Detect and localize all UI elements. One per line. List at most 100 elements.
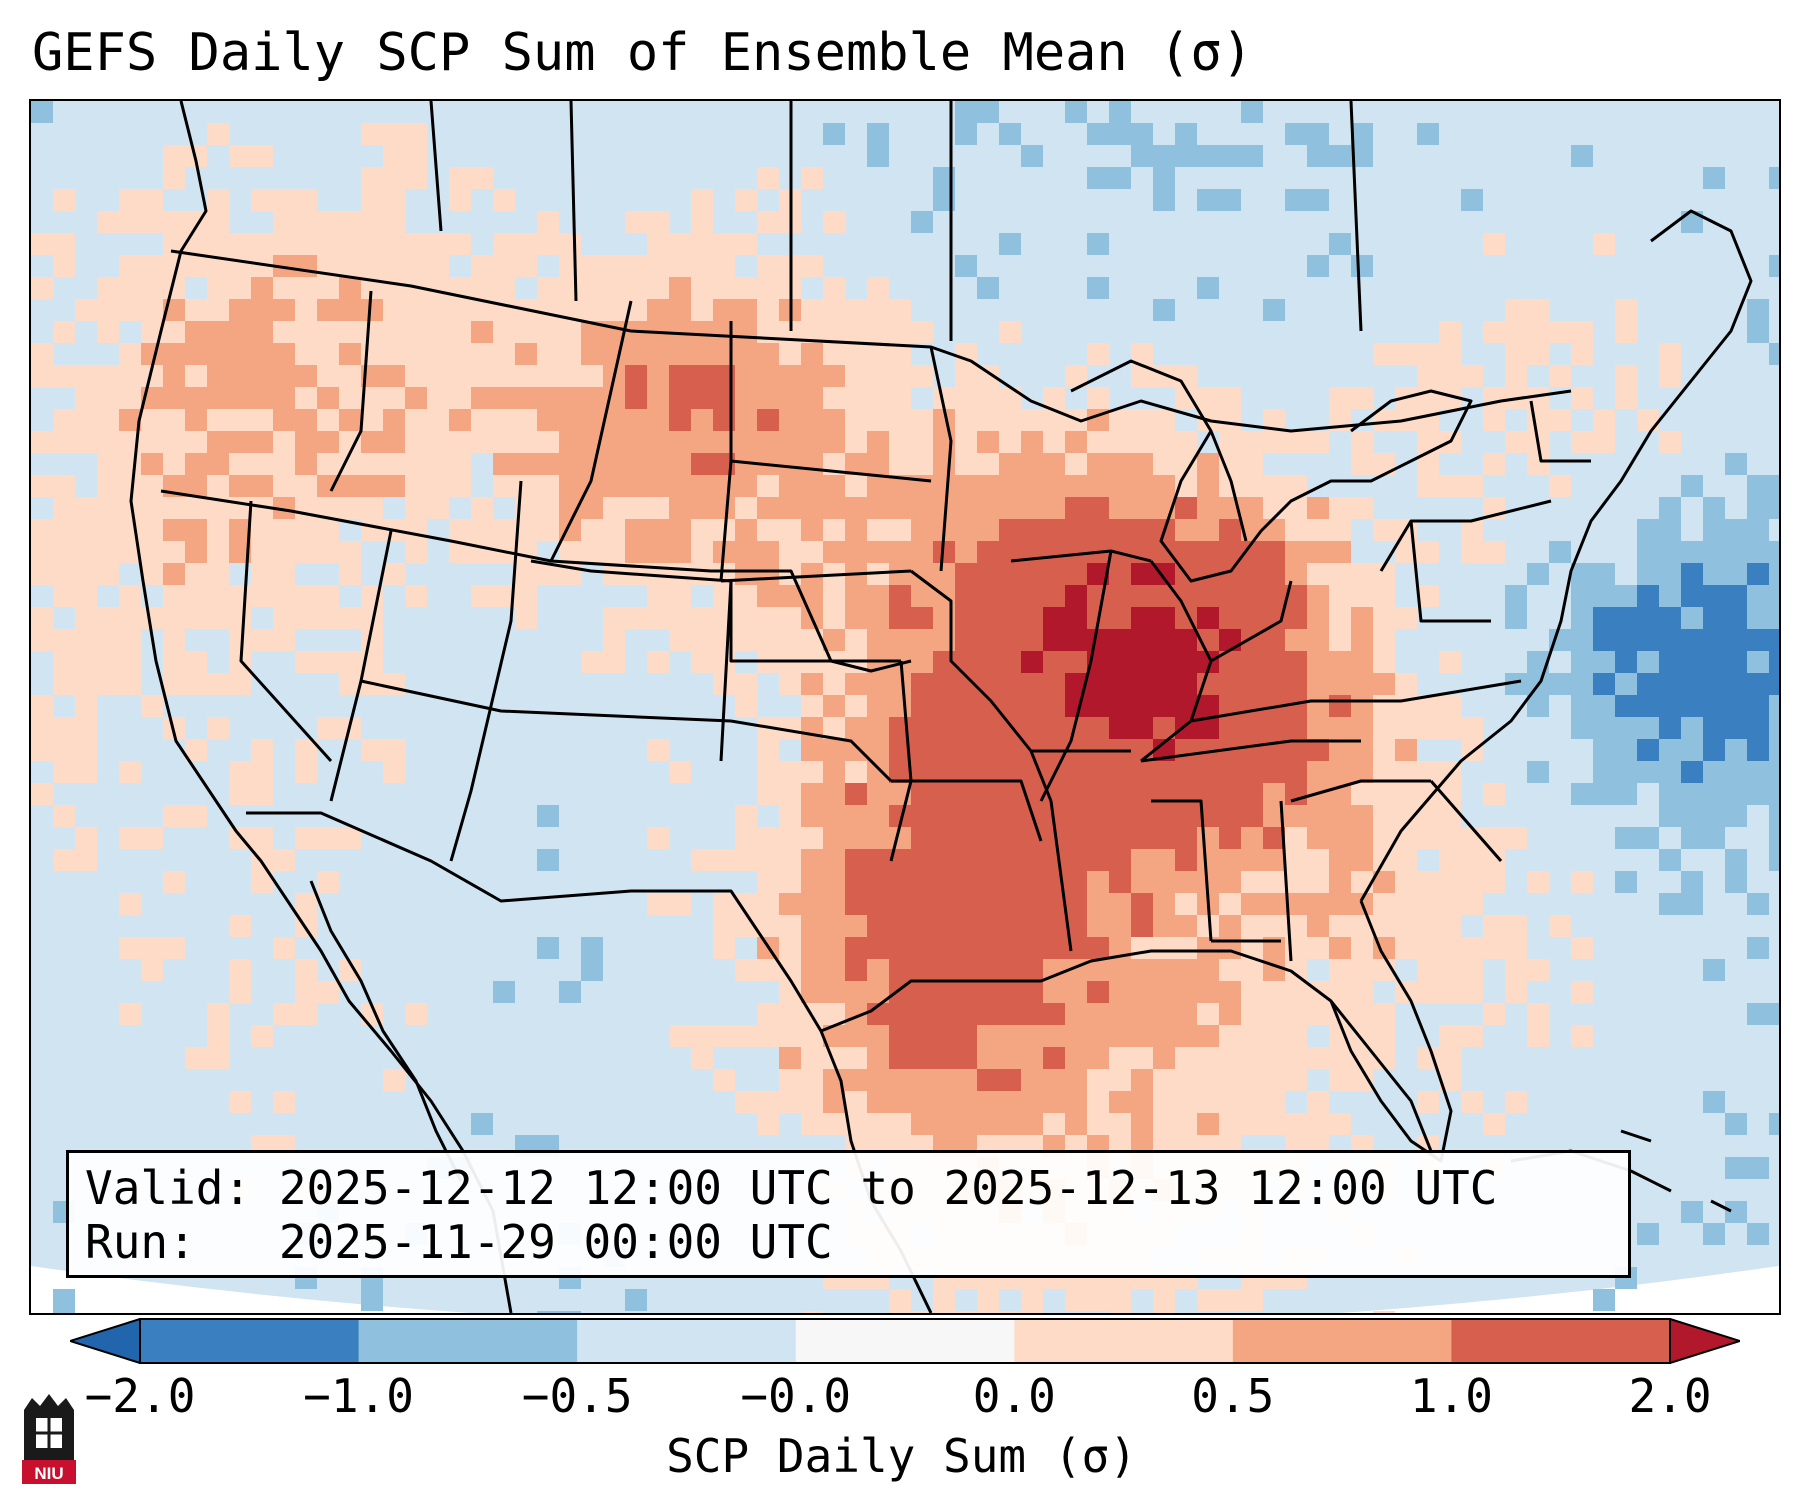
heatmap-cell	[1681, 673, 1703, 695]
heatmap-cell	[185, 343, 207, 365]
heatmap-cell	[889, 1113, 911, 1135]
heatmap-cell	[119, 827, 141, 849]
heatmap-cell	[1065, 717, 1087, 739]
heatmap-cell	[779, 717, 801, 739]
heatmap-cell	[999, 233, 1021, 255]
heatmap-cell	[1241, 431, 1263, 453]
heatmap-cell	[1351, 805, 1373, 827]
heatmap-cell	[911, 915, 933, 937]
heatmap-cell	[1043, 695, 1065, 717]
heatmap-cell	[97, 651, 119, 673]
heatmap-cell	[1725, 541, 1747, 563]
heatmap-cell	[1373, 563, 1395, 585]
heatmap-cell	[581, 959, 603, 981]
heatmap-cell	[647, 497, 669, 519]
heatmap-cell	[1109, 893, 1131, 915]
heatmap-cell	[999, 431, 1021, 453]
heatmap-cell	[1747, 739, 1769, 761]
heatmap-cell	[1043, 453, 1065, 475]
heatmap-cell	[779, 585, 801, 607]
heatmap-cell	[295, 981, 317, 1003]
heatmap-cell	[273, 519, 295, 541]
heatmap-cell	[1153, 739, 1175, 761]
heatmap-cell	[845, 827, 867, 849]
heatmap-cell	[867, 1047, 889, 1069]
heatmap-cell	[779, 563, 801, 585]
colorbar-bin	[1014, 1319, 1234, 1363]
heatmap-cell	[823, 937, 845, 959]
heatmap-cell	[251, 431, 273, 453]
heatmap-cell	[845, 893, 867, 915]
heatmap-cell	[1109, 123, 1131, 145]
heatmap-cell	[625, 497, 647, 519]
niu-logo: NIU	[22, 1394, 76, 1484]
map-panel	[29, 99, 1781, 1315]
heatmap-cell	[977, 431, 999, 453]
heatmap-cell	[1395, 937, 1417, 959]
heatmap-cell	[1659, 695, 1681, 717]
heatmap-cell	[1417, 761, 1439, 783]
heatmap-cell	[735, 431, 757, 453]
heatmap-cell	[801, 409, 823, 431]
heatmap-cell	[1285, 717, 1307, 739]
heatmap-cell	[1087, 1289, 1109, 1311]
heatmap-cell	[1241, 783, 1263, 805]
heatmap-cell	[757, 585, 779, 607]
heatmap-cell	[1747, 585, 1769, 607]
heatmap-cell	[317, 827, 339, 849]
heatmap-cell	[1109, 1003, 1131, 1025]
heatmap-cell	[1219, 783, 1241, 805]
heatmap-cell	[999, 321, 1021, 343]
heatmap-cell	[999, 497, 1021, 519]
heatmap-cell	[713, 277, 735, 299]
heatmap-cell	[1175, 1113, 1197, 1135]
heatmap-cell	[1703, 717, 1725, 739]
heatmap-cell	[845, 805, 867, 827]
heatmap-cell	[1241, 1289, 1263, 1311]
heatmap-cell	[1197, 827, 1219, 849]
colorbar-bin	[1451, 1319, 1671, 1363]
heatmap-cell	[1285, 739, 1307, 761]
heatmap-cell	[185, 475, 207, 497]
heatmap-cell	[1725, 519, 1747, 541]
heatmap-cell	[955, 409, 977, 431]
heatmap-cell	[1681, 475, 1703, 497]
heatmap-cell	[1219, 1069, 1241, 1091]
heatmap-cell	[933, 915, 955, 937]
heatmap-cell	[1131, 849, 1153, 871]
heatmap-cell	[339, 453, 361, 475]
heatmap-cell	[581, 519, 603, 541]
heatmap-cell	[1021, 519, 1043, 541]
heatmap-cell	[1175, 541, 1197, 563]
heatmap-cell	[1527, 453, 1549, 475]
heatmap-cell	[1263, 717, 1285, 739]
heatmap-cell	[1329, 893, 1351, 915]
heatmap-cell	[1505, 673, 1527, 695]
heatmap-cell	[317, 387, 339, 409]
heatmap-cell	[1307, 739, 1329, 761]
heatmap-cell	[119, 255, 141, 277]
heatmap-cell	[1263, 1113, 1285, 1135]
heatmap-cell	[53, 519, 75, 541]
heatmap-cell	[625, 431, 647, 453]
heatmap-cell	[801, 387, 823, 409]
heatmap-cell	[1043, 387, 1065, 409]
heatmap-cell	[823, 585, 845, 607]
heatmap-cell	[911, 981, 933, 1003]
heatmap-cell	[889, 1003, 911, 1025]
heatmap-cell	[955, 497, 977, 519]
heatmap-cell	[251, 387, 273, 409]
heatmap-cell	[1307, 585, 1329, 607]
heatmap-cell	[1241, 541, 1263, 563]
heatmap-cell	[1615, 761, 1637, 783]
heatmap-cell	[1329, 695, 1351, 717]
heatmap-cell	[823, 519, 845, 541]
heatmap-cell	[1131, 365, 1153, 387]
colorbar	[70, 1318, 1740, 1364]
heatmap-cell	[845, 959, 867, 981]
heatmap-cell	[669, 409, 691, 431]
heatmap-cell	[845, 475, 867, 497]
heatmap-cell	[977, 827, 999, 849]
heatmap-cell	[1483, 937, 1505, 959]
heatmap-cell	[1131, 431, 1153, 453]
